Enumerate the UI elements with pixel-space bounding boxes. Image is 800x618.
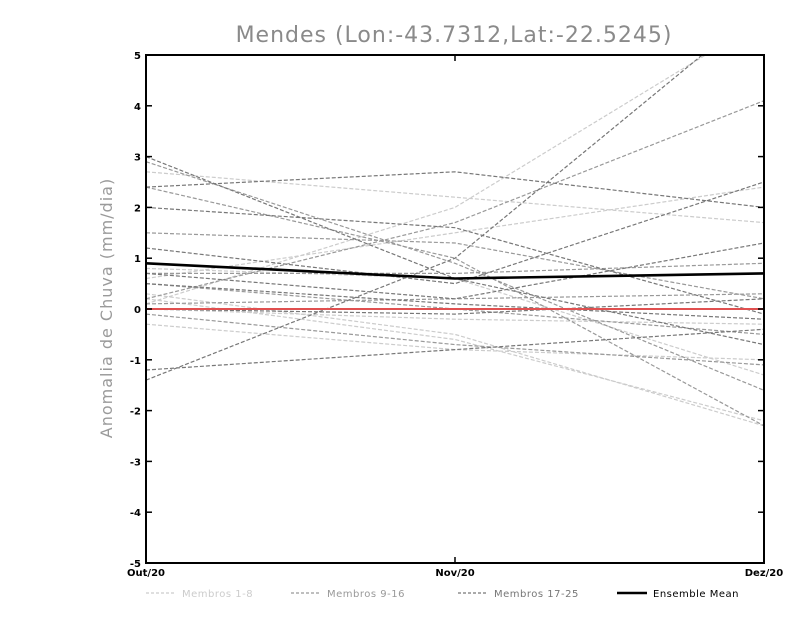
legend-label: Membros 1-8	[182, 589, 253, 600]
member-series-line	[146, 186, 764, 280]
member-series-line	[146, 293, 764, 427]
x-tick-label: Dez/20	[745, 568, 784, 579]
member-series-line	[146, 100, 764, 300]
y-tick-label: 3	[134, 153, 141, 164]
member-series-line	[146, 298, 764, 422]
x-tick-label: Out/20	[127, 568, 165, 579]
member-series-line	[146, 283, 764, 335]
legend-label: Membros 17-25	[494, 589, 579, 600]
y-tick-label: 1	[134, 254, 141, 265]
member-series-line	[146, 161, 764, 391]
member-series-line	[146, 293, 764, 305]
y-tick-label: -5	[130, 559, 141, 570]
y-tick-label: -1	[130, 356, 141, 367]
y-tick-label: 0	[134, 305, 141, 316]
y-tick-label: -3	[130, 457, 141, 468]
series-layer	[146, 55, 764, 427]
member-series-line	[146, 313, 764, 366]
member-series-line	[146, 328, 764, 371]
y-tick-label: 5	[134, 51, 141, 62]
member-series-line	[146, 262, 764, 274]
member-series-line	[146, 283, 764, 320]
legend: Membros 1-8 Membros 9-16 Membros 17-25 Ense…	[146, 589, 739, 600]
y-tick-label: 4	[134, 102, 141, 113]
x-axis: Out/20 Nov/20 Dez/20	[127, 55, 783, 579]
member-series-line	[146, 171, 764, 224]
x-tick-label: Nov/20	[435, 568, 474, 579]
legend-label: Ensemble Mean	[653, 589, 739, 600]
member-series-line	[146, 242, 764, 300]
member-series-line	[146, 267, 764, 376]
member-series-line	[146, 171, 764, 208]
member-series-line	[146, 55, 707, 305]
y-axis-label: Anomalia de Chuva (mm/dia)	[97, 178, 116, 438]
y-tick-label: -4	[130, 508, 141, 519]
y-tick-label: 2	[134, 203, 141, 214]
member-series-line	[146, 55, 704, 381]
y-axis: -5 -4 -3 -2 -1 0 1 2 3 4 5	[130, 51, 764, 570]
member-series-line	[146, 181, 764, 285]
member-series-line	[146, 186, 764, 427]
member-series-line	[146, 298, 764, 315]
legend-label: Membros 9-16	[327, 589, 405, 600]
y-tick-label: -2	[130, 407, 141, 418]
member-series-line	[146, 232, 764, 300]
member-series-line	[146, 323, 764, 361]
ensemble-mean-layer	[145, 262, 765, 280]
chart-title: Mendes (Lon:-43.7312,Lat:-22.5245)	[236, 23, 673, 48]
ensemble-mean-line	[145, 262, 765, 280]
member-series-line	[146, 156, 764, 346]
member-series-line	[146, 206, 764, 315]
